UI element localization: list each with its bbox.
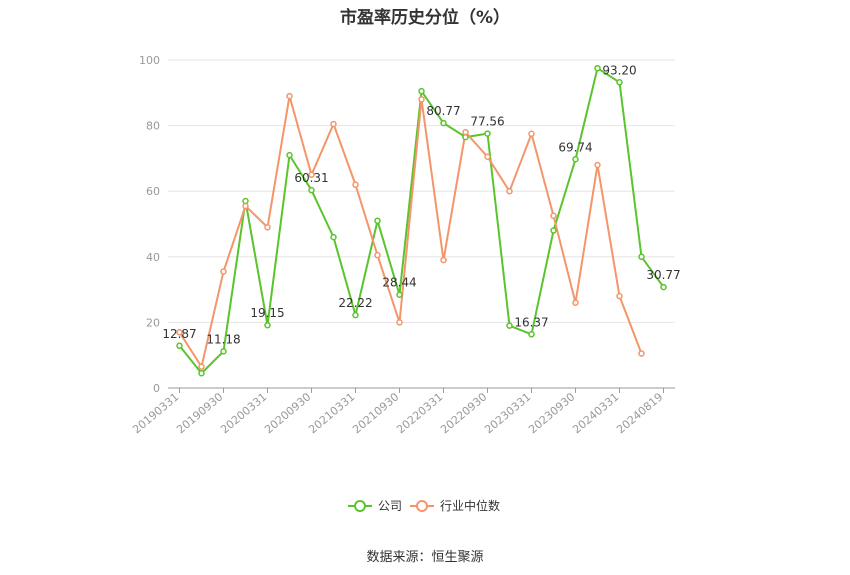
series-1-point-8	[352, 181, 359, 188]
series-0-point-0	[176, 342, 183, 350]
series-1-point-7	[330, 120, 337, 128]
series-1-point-16	[528, 130, 535, 138]
series-0-point-1	[198, 369, 205, 377]
series-0-point-5	[286, 151, 293, 159]
y-tick-label-4: 80	[146, 120, 160, 133]
data-labels: 12.87 11.18 19.15 60.31 22.22 28.44 80.77 77.56…	[162, 63, 680, 346]
series-layer	[176, 64, 667, 377]
x-tick-label-9: 20230930	[526, 390, 577, 436]
series-1-point-1	[198, 363, 205, 370]
data-label-18: 69.74	[558, 140, 592, 154]
axes: 0 20 40 60 80 100 2019033120190930202003312020…	[130, 54, 675, 436]
series-1-point-12	[440, 256, 447, 264]
series-1-point-3	[242, 202, 249, 210]
series-1-point-6	[308, 171, 315, 179]
data-label-12: 80.77	[426, 104, 460, 118]
legend: 公司 行业中位数	[348, 498, 500, 513]
series-0-point-15	[506, 322, 513, 329]
x-tick-label-11: 20240819	[614, 390, 665, 436]
series-0-point-10	[396, 291, 403, 298]
x-tick-label-1: 20190930	[174, 390, 225, 436]
series-1-point-10	[396, 319, 403, 326]
series-0-point-14	[484, 130, 491, 137]
series-line-0	[178, 67, 665, 375]
data-label-20: 93.20	[602, 63, 636, 77]
series-0-point-6	[308, 186, 315, 194]
data-label-10: 28.44	[382, 276, 416, 290]
legend-marker-1	[416, 500, 428, 512]
series-0-point-22	[660, 283, 667, 291]
x-tick-label-6: 20220331	[394, 390, 445, 436]
y-tick-label-1: 20	[146, 316, 160, 329]
series-1-point-17	[550, 212, 557, 220]
series-line-1	[178, 95, 643, 368]
series-1-point-13	[462, 128, 469, 136]
data-label-22: 30.77	[646, 268, 680, 282]
series-0-point-7	[330, 233, 337, 241]
series-1-point-0	[176, 328, 183, 336]
series-0-point-4	[264, 321, 271, 329]
series-0-point-11	[418, 87, 425, 95]
x-tick-label-10: 20240331	[570, 390, 621, 436]
series-1-point-15	[506, 187, 513, 195]
series-0-point-17	[550, 227, 557, 234]
series-0-point-21	[638, 253, 645, 261]
series-0-point-20	[616, 79, 623, 86]
series-1-point-19	[594, 161, 601, 169]
series-1-point-20	[616, 292, 623, 300]
data-label-0: 12.87	[162, 327, 196, 341]
x-tick-label-4: 20210331	[306, 390, 357, 436]
legend-label-1: 行业中位数	[440, 498, 500, 513]
x-tick-label-5: 20210930	[350, 390, 401, 436]
series-0-point-8	[352, 311, 359, 319]
series-0-point-19	[594, 64, 601, 72]
data-label-2: 11.18	[206, 332, 240, 346]
series-1-point-14	[484, 153, 491, 161]
series-1-point-5	[286, 92, 293, 100]
series-0-point-12	[440, 119, 447, 127]
series-0-point-16	[528, 331, 535, 338]
series-0-point-2	[220, 348, 227, 355]
chart-title: 市盈率历史分位（%）	[339, 8, 511, 28]
x-tick-label-3: 20200930	[262, 390, 313, 436]
data-label-6: 60.31	[294, 171, 328, 185]
source-note: 数据来源：恒生聚源	[366, 550, 484, 565]
series-0-point-18	[572, 156, 579, 163]
series-1-point-21	[638, 350, 645, 357]
legend-label-0: 公司	[378, 499, 402, 513]
data-label-14: 77.56	[470, 115, 504, 129]
y-tick-label-5: 100	[139, 54, 160, 67]
x-tick-label-8: 20230331	[482, 390, 533, 436]
series-1-point-11	[418, 96, 425, 103]
series-1-point-18	[572, 299, 579, 306]
x-tick-label-7: 20220930	[438, 390, 489, 436]
legend-marker-0	[354, 500, 366, 512]
series-1-point-2	[220, 268, 227, 275]
data-label-16: 16.37	[514, 315, 548, 329]
series-1-point-9	[374, 251, 381, 259]
y-tick-label-2: 40	[146, 251, 160, 264]
x-tick-label-0: 20190331	[130, 390, 181, 436]
y-tick-label-0: 0	[153, 382, 160, 395]
data-label-8: 22.22	[338, 296, 372, 310]
x-tick-label-2: 20200331	[218, 390, 269, 436]
series-0-point-9	[374, 217, 381, 224]
grid-lines	[168, 59, 675, 323]
series-1-point-4	[264, 224, 271, 231]
data-label-4: 19.15	[250, 306, 284, 320]
y-tick-label-3: 60	[146, 185, 160, 198]
